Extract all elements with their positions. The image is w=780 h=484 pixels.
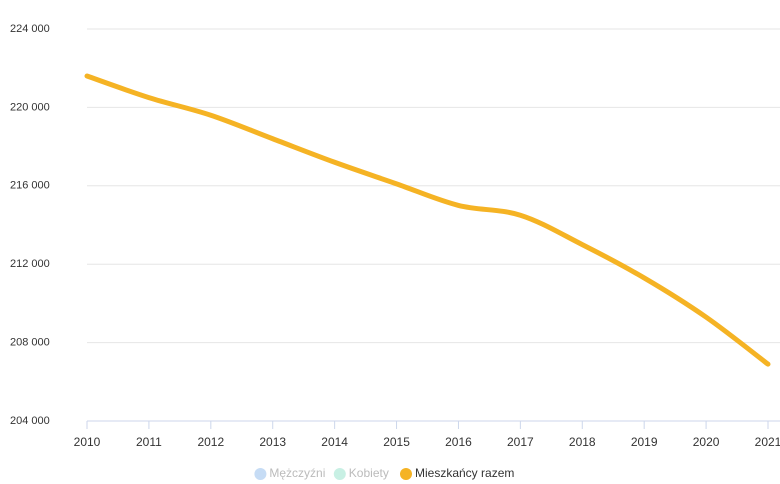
- x-tick-label: 2011: [136, 435, 162, 449]
- line-series: [84, 73, 771, 367]
- y-tick-label: 216 000: [10, 180, 50, 192]
- y-tick-label: 220 000: [10, 101, 50, 113]
- legend-symbol: [400, 468, 412, 480]
- x-tick-label: 2012: [197, 435, 224, 449]
- legend-label: Mężczyźni: [269, 466, 325, 480]
- x-tick-label: 2018: [569, 435, 596, 449]
- x-tick-label: 2020: [693, 435, 720, 449]
- x-tick-label: 2016: [445, 435, 472, 449]
- y-tick-label: 224 000: [10, 23, 50, 35]
- legend-item[interactable]: Kobiety: [333, 466, 389, 480]
- x-tick-label: 2017: [507, 435, 534, 449]
- x-tick-label: 2015: [383, 435, 410, 449]
- legend-symbol: [254, 468, 267, 480]
- x-tick-label: 2014: [321, 435, 348, 449]
- x-tick-label: 2021: [755, 435, 780, 449]
- legend-label: Kobiety: [349, 466, 389, 480]
- legend-item[interactable]: Mężczyźni: [254, 466, 325, 480]
- legend-label: Mieszkańcy razem: [415, 466, 514, 480]
- legend-symbol: [333, 468, 346, 480]
- y-tick-label: 208 000: [10, 337, 50, 349]
- legend: Mężczyźni Kobiety Mieszkańcy razem: [254, 466, 514, 480]
- x-tick-label: 2013: [259, 435, 286, 449]
- y-tick-label: 212 000: [10, 258, 50, 270]
- y-tick-label: 204 000: [10, 415, 50, 427]
- x-tick-label: 2010: [74, 435, 101, 449]
- legend-item[interactable]: Mieszkańcy razem: [400, 466, 514, 480]
- x-tick-label: 2019: [631, 435, 658, 449]
